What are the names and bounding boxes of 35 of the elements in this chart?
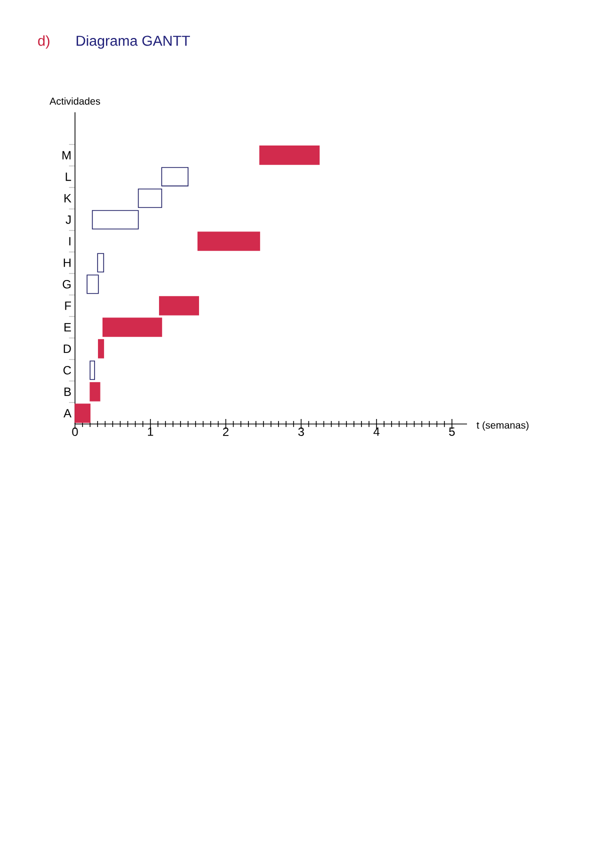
bar: [92, 210, 139, 230]
bar: [197, 232, 260, 251]
y-tick-label: C: [63, 366, 72, 374]
y-tick-label: K: [64, 194, 72, 202]
text: d): [38, 35, 50, 49]
y-tick-label: M: [62, 151, 70, 160]
bar: [98, 339, 104, 358]
y-tick-label: L: [66, 172, 72, 181]
y-tick-label: J: [66, 216, 71, 224]
x-tick-label: 2: [223, 428, 228, 436]
y-axis-title: Actividades: [50, 97, 100, 105]
y-tick-label: E: [64, 323, 71, 332]
chart-title: Diagrama GANTT: [76, 35, 190, 49]
bar: [102, 318, 162, 337]
y-tick-label: F: [65, 302, 72, 310]
y-tick-label: B: [64, 388, 71, 396]
bar: [74, 404, 90, 423]
x-tick-label: 0: [72, 428, 78, 436]
bar: [138, 188, 162, 208]
x-tick-label: 5: [449, 428, 455, 436]
bar: [90, 382, 100, 402]
x-axis-title: t (semanas): [476, 421, 528, 431]
y-tick-label: H: [64, 258, 71, 267]
y-tick-label: D: [64, 344, 71, 353]
bar: [161, 167, 188, 186]
bar: [159, 296, 200, 316]
y-tick-label: A: [64, 409, 72, 418]
bar: [90, 360, 95, 380]
bar: [259, 146, 320, 165]
x-tick-label: 3: [298, 428, 304, 436]
x-tick-label: 4: [374, 428, 380, 436]
y-tick-label: I: [69, 237, 70, 246]
bar: [86, 274, 99, 294]
y-tick-label: G: [62, 280, 71, 288]
bar: [97, 253, 104, 272]
